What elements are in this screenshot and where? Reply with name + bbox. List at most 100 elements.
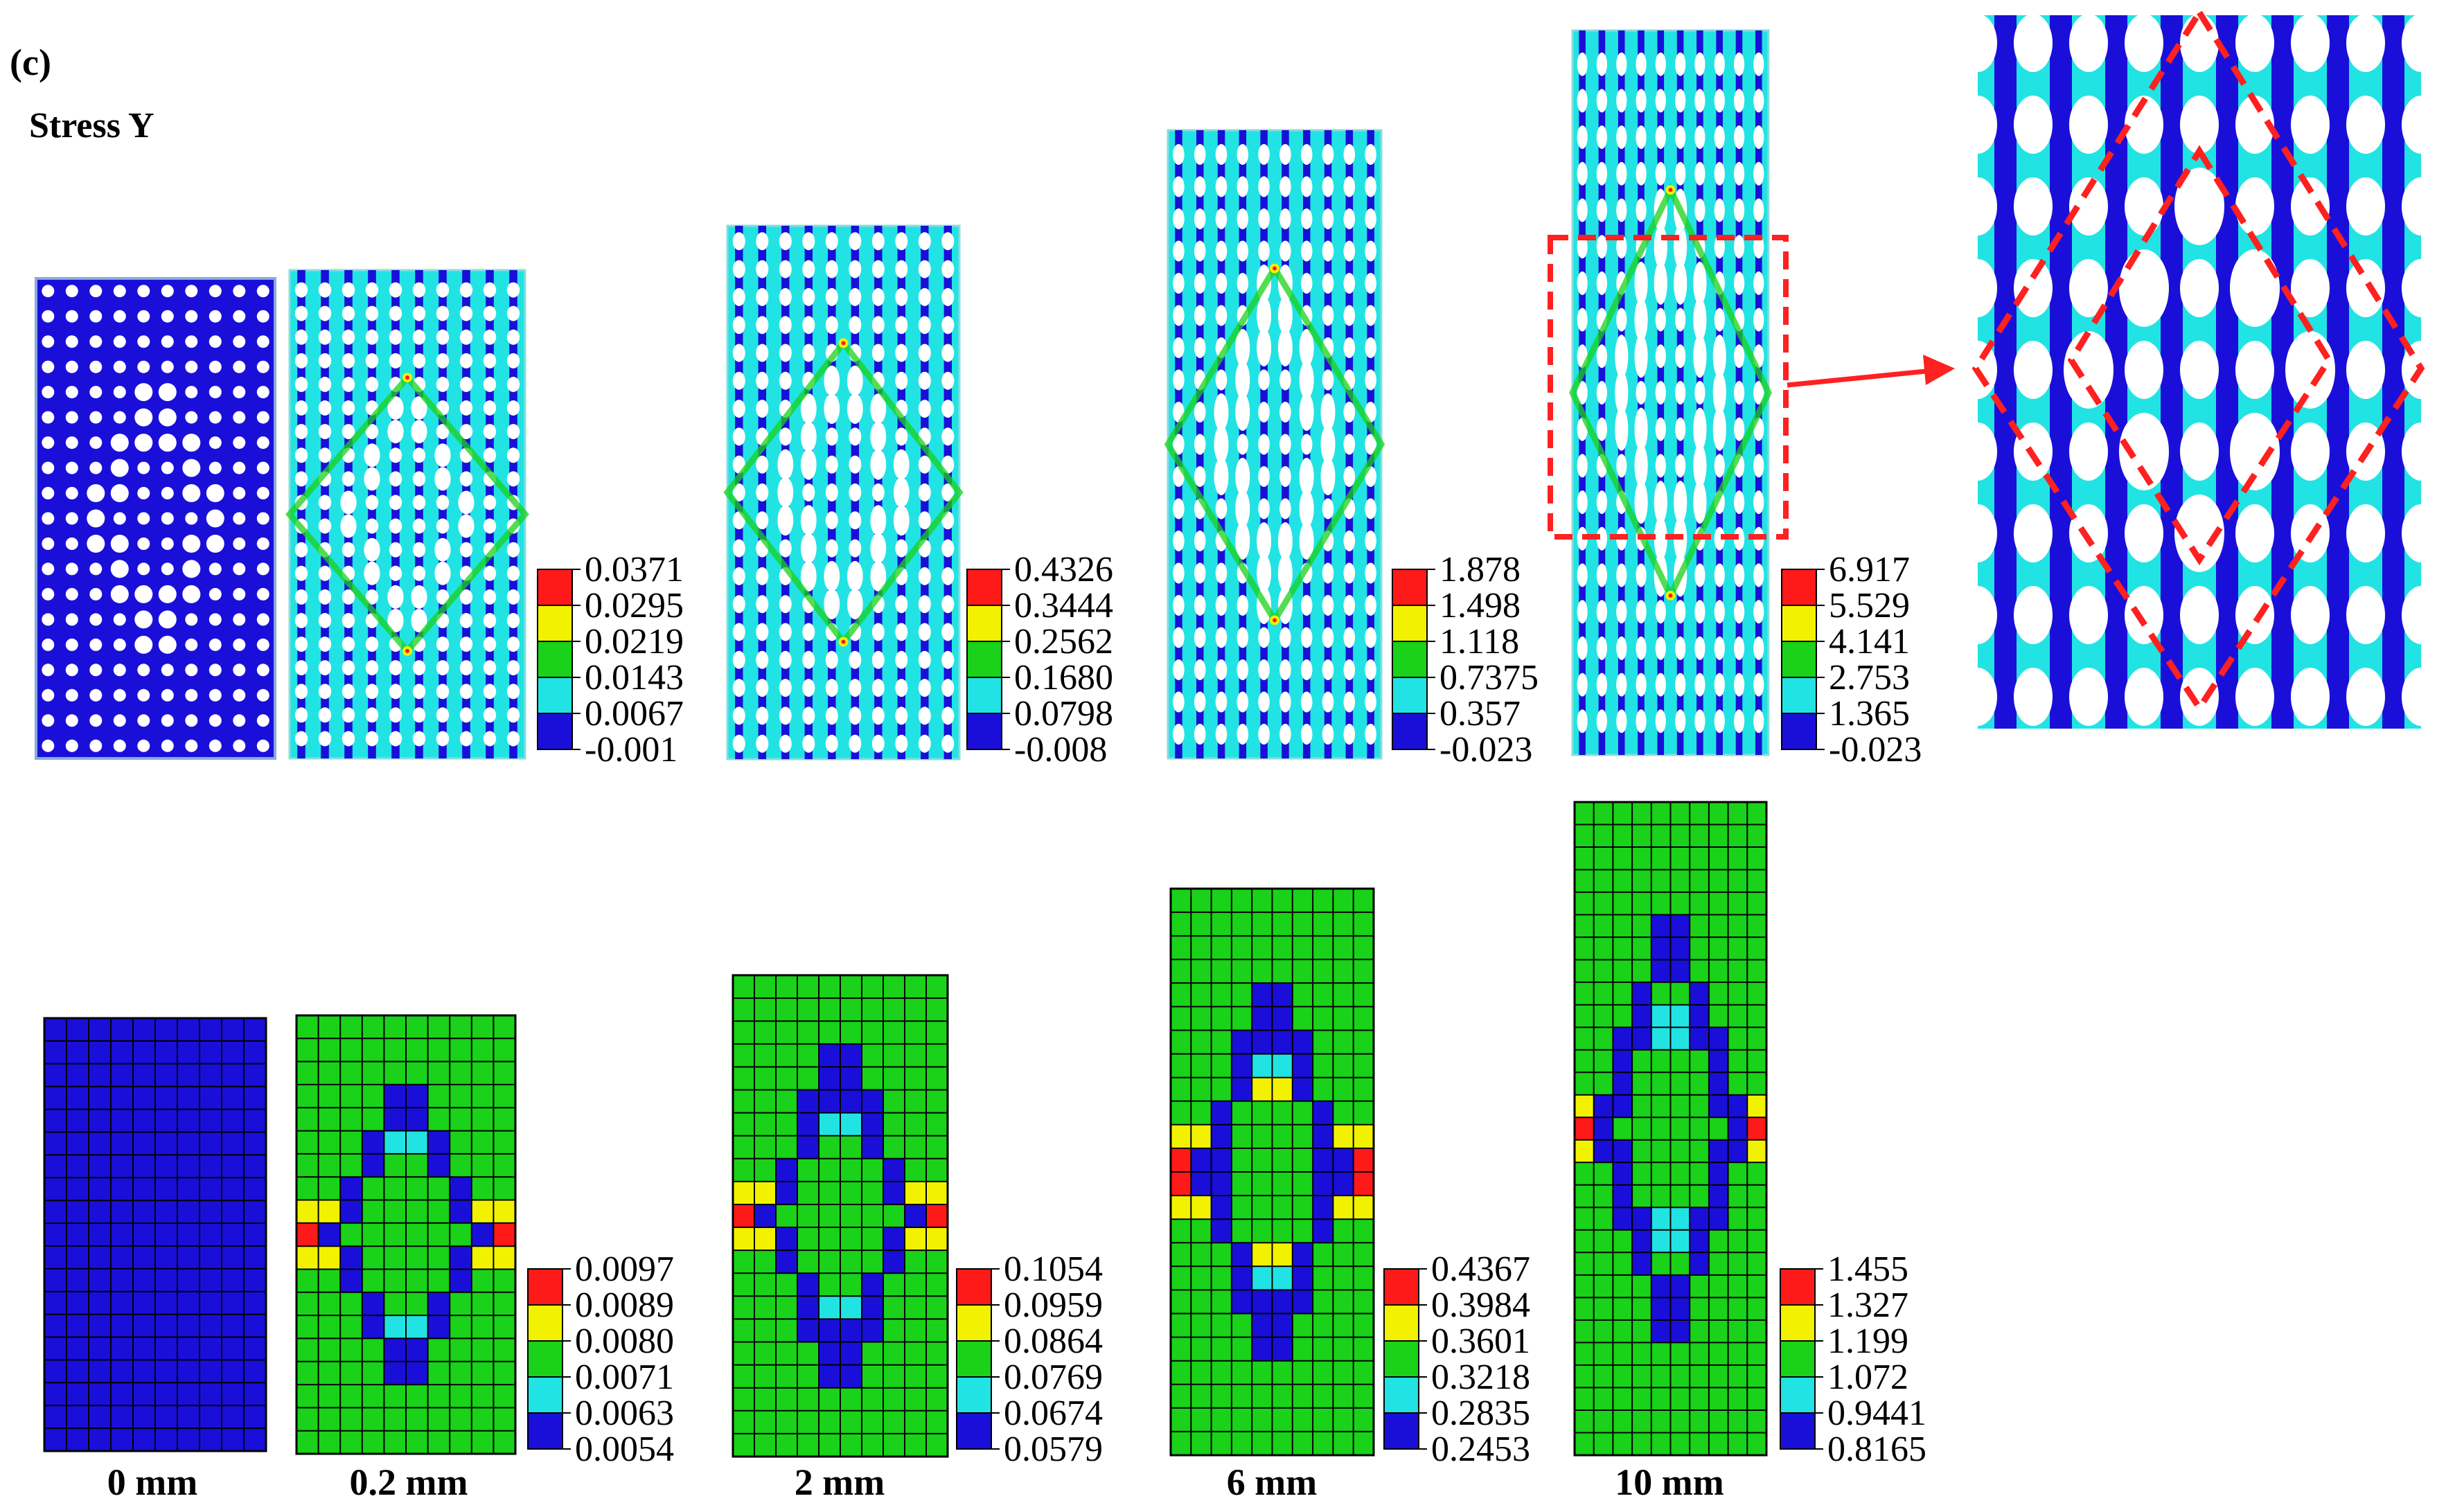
legend-swatch <box>966 605 1002 642</box>
zoom-arrow-head <box>1923 355 1955 385</box>
lattice-hole <box>483 731 497 747</box>
lattice-hole <box>918 400 931 418</box>
mesh-cell <box>1272 1077 1293 1101</box>
zoom-hole <box>1903 423 1942 481</box>
mesh-cell <box>1593 1094 1613 1118</box>
lattice-hole <box>756 511 769 530</box>
lattice-hole <box>42 310 55 323</box>
mesh-cell <box>733 1181 754 1204</box>
legend-swatch <box>956 1304 992 1342</box>
lattice-hole <box>137 512 150 525</box>
mesh-cell <box>1747 1094 1766 1118</box>
lattice-hole <box>1343 402 1356 423</box>
lattice-hole <box>1596 344 1607 368</box>
lattice-hole <box>732 483 745 501</box>
lattice-hole <box>1215 208 1228 229</box>
mesh-cell <box>318 1246 341 1270</box>
mesh-cell <box>340 1200 362 1223</box>
legend-swatch <box>1780 1268 1816 1306</box>
mesh-cell <box>754 1204 776 1228</box>
legend-label: 0.0769 <box>1004 1358 1103 1397</box>
lattice-hole <box>65 613 78 626</box>
mesh-cell <box>450 1200 472 1223</box>
lattice-hole <box>1675 417 1686 441</box>
lattice-hole <box>1634 261 1648 305</box>
lattice-hole <box>1365 434 1376 455</box>
lattice-hole <box>895 706 908 725</box>
lattice-hole <box>209 587 222 601</box>
lattice-hole <box>802 316 815 335</box>
lattice-hole <box>802 650 815 669</box>
lattice-hole <box>847 393 863 425</box>
lattice-hole <box>941 232 955 251</box>
lattice-hole <box>1636 52 1647 76</box>
zoom-hole <box>2014 15 2053 72</box>
lattice-hole <box>756 371 769 390</box>
lattice-hole <box>1596 52 1607 76</box>
lattice-hole <box>342 684 355 700</box>
zoom-hole <box>1978 177 1997 235</box>
mesh-cell <box>1231 1077 1252 1101</box>
lattice-hole <box>318 637 332 652</box>
zoom-hole <box>2346 504 2385 562</box>
lattice-hole <box>256 664 269 677</box>
mesh-cell <box>384 1108 406 1131</box>
zoom-hole <box>2174 168 2224 245</box>
lattice-hole <box>436 282 450 298</box>
legend-swatch <box>537 605 573 642</box>
lattice-hole <box>825 734 838 753</box>
lattice-hole <box>1596 161 1607 186</box>
mesh-cell <box>1651 914 1671 938</box>
lattice-hole <box>779 623 792 641</box>
lattice-hole <box>1299 329 1314 366</box>
mesh-cell <box>1191 1148 1212 1172</box>
lattice-hole <box>1194 240 1206 262</box>
mesh-cell <box>471 1200 494 1223</box>
mesh-cell <box>1292 1030 1313 1054</box>
mesh-cell <box>776 1250 797 1274</box>
mesh-cell <box>384 1361 406 1385</box>
lattice-hole <box>294 589 308 605</box>
lattice-hole <box>318 282 332 298</box>
lattice-hole <box>1577 490 1588 515</box>
lattice-hole <box>1577 235 1588 259</box>
mesh-cell <box>1272 1053 1293 1078</box>
lattice-hole <box>459 353 473 368</box>
lattice-hole <box>895 232 908 251</box>
legend-swatch <box>527 1304 563 1342</box>
lattice-hole <box>895 595 908 614</box>
lattice-hole <box>1258 434 1270 455</box>
lattice-hole <box>1343 305 1356 326</box>
lattice-hole <box>893 505 910 536</box>
lattice-hole <box>1258 176 1270 197</box>
zoom-hole <box>2285 331 2335 409</box>
zoom-hole <box>2014 177 2053 235</box>
mesh-cell <box>840 1296 862 1319</box>
lattice-hole <box>209 360 222 373</box>
mesh-cell <box>1708 1139 1728 1163</box>
legend-swatch <box>956 1268 992 1306</box>
lattice-hole <box>849 539 862 558</box>
zoom-hole <box>2180 668 2219 726</box>
lattice-hole <box>849 427 862 446</box>
mesh-cell <box>1575 1117 1594 1140</box>
lattice-hole <box>134 383 153 402</box>
lattice-hole <box>1616 673 1627 697</box>
lattice-hole <box>1279 144 1291 165</box>
lattice-hole <box>1258 240 1270 262</box>
lattice-hole <box>113 688 126 702</box>
legend-label: 0.0219 <box>585 622 684 661</box>
legend-label: 6.917 <box>1829 550 1910 589</box>
lattice-hole <box>1365 176 1376 197</box>
legend-swatch <box>1780 1412 1816 1450</box>
mesh-cell <box>1670 1229 1690 1253</box>
lattice-hole <box>483 589 497 605</box>
mesh-cell <box>776 1227 797 1251</box>
lattice-hole <box>779 232 792 251</box>
lattice-hole <box>342 353 355 368</box>
lattice-hole <box>137 310 150 323</box>
mesh-cell <box>776 1181 797 1204</box>
lattice-hole <box>233 335 246 348</box>
zoom-hole <box>2014 586 2053 644</box>
lattice-hole <box>365 377 379 392</box>
